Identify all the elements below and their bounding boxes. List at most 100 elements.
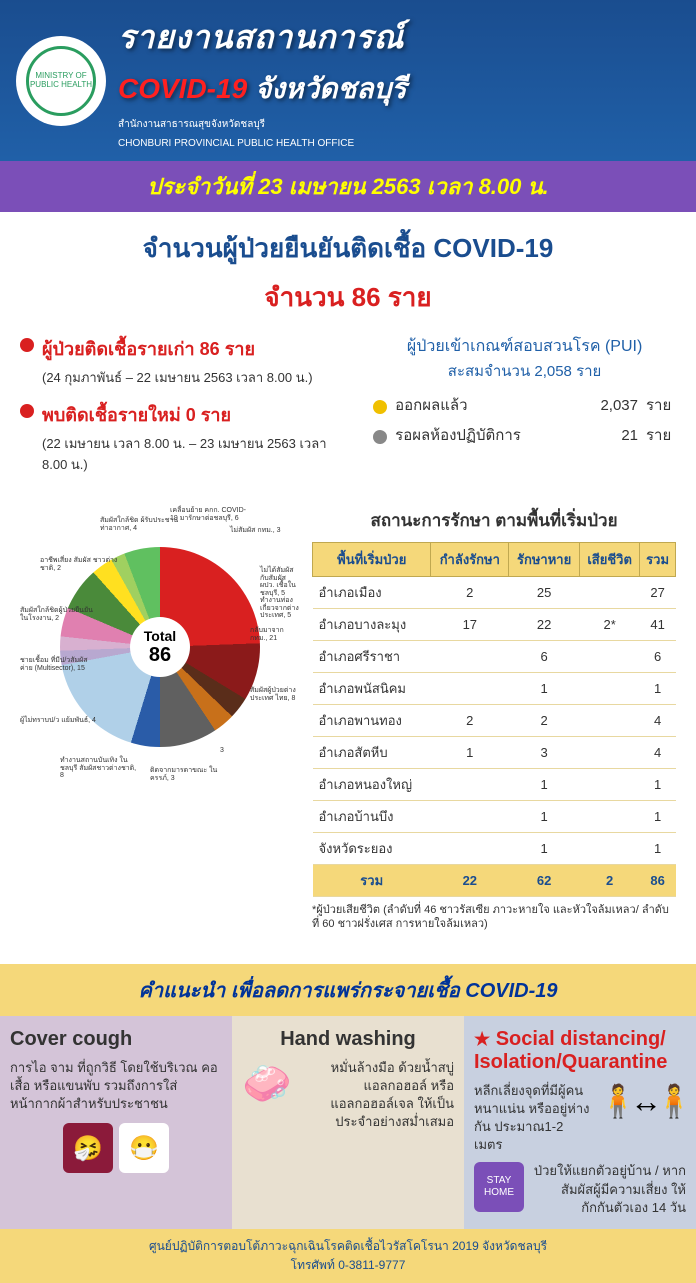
red-dot-icon (20, 338, 34, 352)
table-header: พื้นที่เริ่มป่วย (313, 543, 431, 577)
cell-treating: 2 (431, 577, 509, 609)
table-row: อำเภอศรีราชา66 (313, 641, 676, 673)
chart-slice-label: ทำงานท่องเกี่ยวจากต่างประเทศ, 5 (260, 597, 300, 620)
report-title: รายงานสถานการณ์ (118, 12, 680, 63)
donut-center-label: Total (144, 628, 176, 644)
table-row: จังหวัดระยอง11 (313, 833, 676, 865)
table-header: รวม (640, 543, 676, 577)
advice-title: คำแนะนำ เพื่อลดการแพร่กระจายเชื้อ COVID-… (138, 980, 557, 1002)
left-column: ผู้ป่วยติดเชื้อรายเก่า 86 ราย (24 กุมภาพ… (20, 334, 353, 487)
summary-columns: ผู้ป่วยติดเชื้อรายเก่า 86 ราย (24 กุมภาพ… (20, 334, 676, 487)
cell-died (580, 737, 640, 769)
new-cases-period: (22 เมษายน เวลา 8.00 น. – 23 เมษายน 2563… (42, 433, 353, 475)
pui-pending-num: 21 (578, 427, 638, 444)
cell-area: อำเภอศรีราชา (313, 641, 431, 673)
social-distancing-card: ★ Social distancing/ Isolation/Quarantin… (464, 1016, 696, 1229)
table-title: สถานะการรักษา ตามพื้นที่เริ่มป่วย (312, 507, 676, 534)
pui-pending-label: รอผลห้องปฏิบัติการ (395, 423, 570, 447)
cell-cured: 1 (509, 673, 580, 705)
table-section: สถานะการรักษา ตามพื้นที่เริ่มป่วย พื้นที… (312, 507, 676, 932)
cell-died (580, 801, 640, 833)
card3-text1: หลีกเลี่ยงจุดที่มีผู้คน หนาแน่น หรืออยู่… (474, 1082, 590, 1155)
donut-center: Total 86 (130, 617, 190, 677)
total-count: จำนวน 86 ราย (20, 277, 676, 318)
cell-treating (431, 673, 509, 705)
pui-unit: ราย (646, 393, 676, 417)
table-row: อำเภอบ้านบึง11 (313, 801, 676, 833)
cell-died (580, 641, 640, 673)
cell-area: อำเภอพนัสนิคม (313, 673, 431, 705)
cell-treating (431, 769, 509, 801)
cell-total: 1 (640, 769, 676, 801)
old-cases-text: ผู้ป่วยติดเชื้อรายเก่า 86 ราย (42, 334, 255, 363)
office-name: สำนักงานสาธารณสุขจังหวัดชลบุรี (118, 117, 680, 132)
table-row: อำเภอพานทอง224 (313, 705, 676, 737)
cell-area: จังหวัดระยอง (313, 833, 431, 865)
chart-slice-label: ชายเชื้อม ที่มีป/วสัมผัส ค่าย (Multisect… (20, 657, 100, 672)
chart-slice-label: สัมผัสใกล้ชิด ผ้รับประชาน ท่าอากาศ, 4 (100, 517, 180, 532)
yellow-dot-icon (373, 400, 387, 414)
covid-label: COVID-19 (118, 73, 247, 104)
pui-pending-row: รอผลห้องปฏิบัติการ 21 ราย (373, 423, 676, 447)
chart-slice-label: 3 (220, 747, 224, 755)
chart-slice-label: ผู้ไม่ทราบป/ว แย้มพันธ์, 4 (20, 717, 96, 725)
hand-washing-card: Hand washing 🧼 หมั่นล้างมือ ด้วยน้ำสบู่ … (232, 1016, 464, 1229)
card2-title: Hand washing (242, 1028, 454, 1051)
table-header: กำลังรักษา (431, 543, 509, 577)
cell-total: 4 (640, 705, 676, 737)
card1-title: Cover cough (10, 1028, 222, 1051)
footer-line2: โทรศัพท์ 0-3811-9777 (8, 1256, 688, 1275)
gray-dot-icon (373, 430, 387, 444)
cell-total: 4 (640, 737, 676, 769)
cell-died (580, 673, 640, 705)
mask-icon: 😷 (119, 1123, 169, 1173)
table-row: อำเภอหนองใหญ่11 (313, 769, 676, 801)
logo-inner-text: MINISTRY OF PUBLIC HEALTH (26, 46, 96, 116)
advice-grid: Cover cough การไอ จาม ที่ถูกวิธี โดยใช้บ… (0, 1016, 696, 1229)
table-header: รักษาหาย (509, 543, 580, 577)
cough-icons: 🤧 😷 (10, 1123, 222, 1173)
old-cases-period: (24 กุมภาพันธ์ – 22 เมษายน 2563 เวลา 8.0… (42, 367, 353, 388)
cell-died (580, 577, 640, 609)
cell-cured: 2 (509, 705, 580, 737)
cell-cured: 1 (509, 769, 580, 801)
cell-total: 1 (640, 801, 676, 833)
table-row: อำเภอเมือง22527 (313, 577, 676, 609)
office-name-en: CHONBURI PROVINCIAL PUBLIC HEALTH OFFICE (118, 138, 680, 149)
chart-slice-label: สัมผัสใกล้ชิดผู้ป่วยยืนยัน ในโรงงาน, 2 (20, 607, 100, 622)
cell-total: 6 (640, 641, 676, 673)
distancing-icon: 🧍↔🧍 (598, 1082, 686, 1120)
date-text: ประจำวันที่ 23 เมษายน 2563 เวลา 8.00 น. (147, 174, 548, 199)
right-column: ผู้ป่วยเข้าเกณฑ์สอบสวนโรค (PUI) สะสมจำนว… (373, 334, 676, 487)
new-cases-bullet: พบติดเชื้อรายใหม่ 0 ราย (20, 400, 353, 429)
chart-slice-label: เคลื่อนย้าย คกก. COVID-19 มารักษาต่อชลบุ… (170, 507, 250, 522)
ministry-logo: MINISTRY OF PUBLIC HEALTH (16, 36, 106, 126)
chart-slice-label: ทำงานสถานบันเทิง ใน ชลบุรี สัมผัสชาวต่าง… (60, 757, 140, 780)
header: MINISTRY OF PUBLIC HEALTH รายงานสถานการณ… (0, 0, 696, 161)
pui-unit: ราย (646, 423, 676, 447)
cell-area: อำเภอบ้านบึง (313, 801, 431, 833)
new-cases-text: พบติดเชื้อรายใหม่ 0 ราย (42, 400, 231, 429)
chart-slice-label: ไม่สัมผัส กทม., 3 (230, 527, 281, 535)
headline: จำนวนผู้ป่วยยืนยันติดเชื้อ COVID-19 (20, 228, 676, 269)
cell-treating: 1 (431, 737, 509, 769)
cell-cured: 3 (509, 737, 580, 769)
table-row: อำเภอบางละมุง17222*41 (313, 609, 676, 641)
chart-slice-label: สัมผัสผู้ป่วยต่างประเทศ ไทย, 8 (250, 687, 300, 702)
pui-subtitle: สะสมจำนวน 2,058 ราย (373, 359, 676, 383)
table-row: อำเภอพนัสนิคม 1 1 (313, 673, 676, 705)
main-content: จำนวนผู้ป่วยยืนยันติดเชื้อ COVID-19 จำนว… (0, 212, 696, 948)
cell-total: 41 (640, 609, 676, 641)
table-total-row: รวม2262286 (313, 865, 676, 897)
cell-died (580, 705, 640, 737)
covid-province-line: COVID-19 จังหวัดชลบุรี (118, 67, 680, 111)
cell-total: 1 (640, 673, 676, 705)
donut-chart: Total 86 กลับมาจาก กทม., 21สัมผัสผู้ป่วย… (20, 507, 300, 787)
table-header: เสียชีวิต (580, 543, 640, 577)
footer-line1: ศูนย์ปฏิบัติการตอบโต้ภาวะฉุกเฉินโรคติดเช… (8, 1237, 688, 1256)
pui-done-row: ออกผลแล้ว 2,037 ราย (373, 393, 676, 417)
cell-died (580, 833, 640, 865)
cell-total-label: รวม (313, 865, 431, 897)
cell-area: อำเภอสัตหีบ (313, 737, 431, 769)
chart-slice-label: ไม่ได้สัมผัส กับสัมผัส ผปว. เชื้อในชลบุร… (260, 567, 300, 598)
